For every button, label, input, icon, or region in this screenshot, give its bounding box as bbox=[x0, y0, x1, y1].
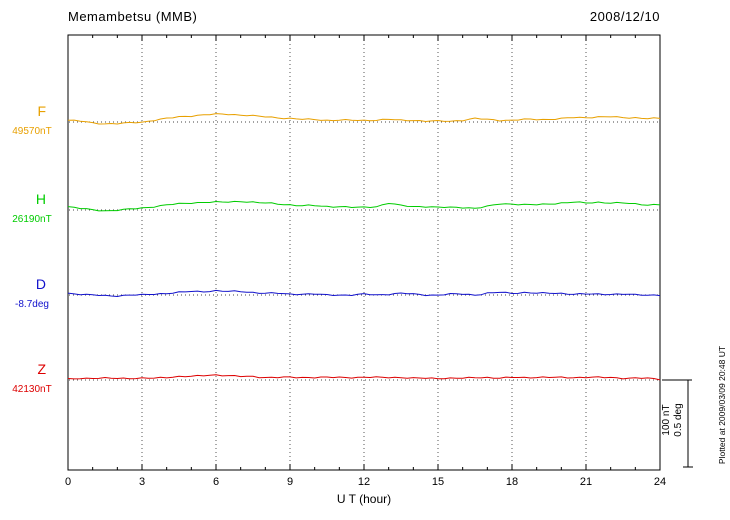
x-tick-label-12: 12 bbox=[357, 476, 371, 488]
x-tick-label-0: 0 bbox=[64, 476, 72, 488]
trace-Z bbox=[67, 374, 661, 381]
x-tick-label-9: 9 bbox=[286, 476, 294, 488]
trace-F bbox=[67, 113, 661, 125]
x-tick-label-6: 6 bbox=[212, 476, 220, 488]
x-tick-label-21: 21 bbox=[579, 476, 593, 488]
series-label-H: H bbox=[35, 191, 46, 207]
series-label-Z: Z bbox=[37, 361, 46, 377]
x-tick-label-3: 3 bbox=[138, 476, 146, 488]
x-axis-title: U T (hour) bbox=[336, 492, 392, 506]
trace-D bbox=[67, 289, 661, 297]
x-tick-label-15: 15 bbox=[431, 476, 445, 488]
plot-date: 2008/12/10 bbox=[589, 9, 660, 24]
series-baseline-D: -8.7deg bbox=[15, 299, 49, 310]
series-baseline-F: 49570nT bbox=[12, 126, 52, 137]
series-baseline-Z: 42130nT bbox=[12, 384, 52, 395]
x-tick-label-24: 24 bbox=[653, 476, 667, 488]
x-tick-label-18: 18 bbox=[505, 476, 519, 488]
series-baseline-H: 26190nT bbox=[12, 214, 52, 225]
plotted-at-note: Plotted at 2009/03/09 20:48 UT bbox=[717, 345, 727, 465]
series-label-F: F bbox=[37, 103, 46, 119]
station-title: Memambetsu (MMB) bbox=[68, 9, 198, 24]
scale-bar-label: 100 nT 0.5 deg bbox=[661, 375, 685, 465]
series-label-D: D bbox=[35, 276, 46, 292]
trace-H bbox=[67, 200, 661, 212]
scale-nt-label: 100 nT bbox=[661, 404, 672, 436]
scale-deg-label: 0.5 deg bbox=[673, 403, 684, 437]
